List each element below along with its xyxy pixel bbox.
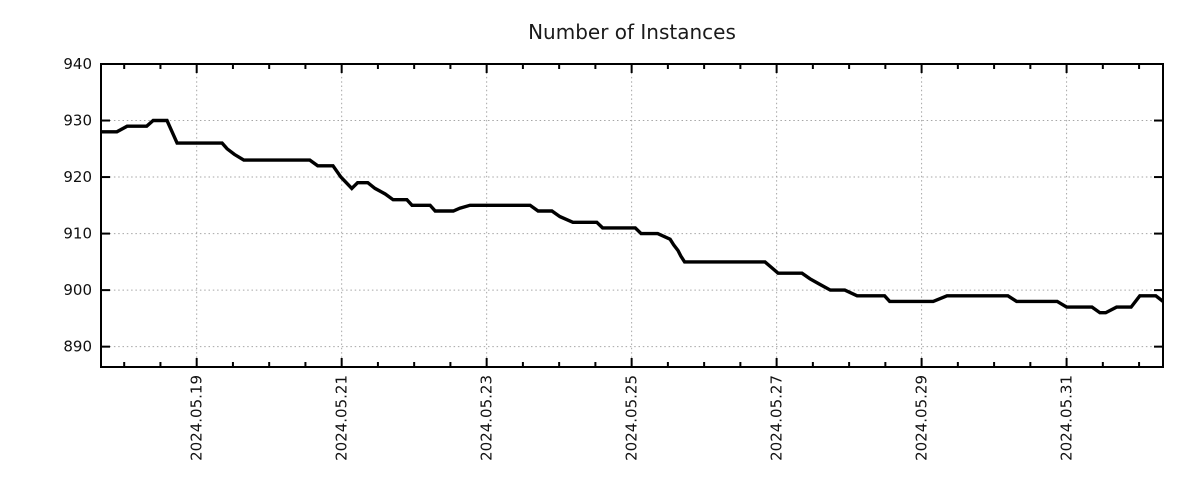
y-tick-label: 930 <box>63 112 92 130</box>
x-tick-label: 2024.05.29 <box>913 375 931 461</box>
y-tick-label: 920 <box>63 168 92 186</box>
x-tick-label: 2024.05.27 <box>768 375 786 461</box>
series-layer <box>101 118 1165 315</box>
x-tick-label: 2024.05.23 <box>478 375 496 461</box>
instances-line-series <box>101 118 1165 315</box>
x-tick-label: 2024.05.19 <box>188 375 206 461</box>
x-tick-label: 2024.05.25 <box>623 375 641 461</box>
y-tick-label: 900 <box>63 281 92 299</box>
x-tick-label: 2024.05.21 <box>333 375 351 461</box>
y-tick-label: 940 <box>63 55 92 73</box>
y-tick-label: 910 <box>63 225 92 243</box>
axis-layer: 890 900 910 920 930 940 2024.05.19 2024.05.21 20… <box>63 55 1164 461</box>
grid-layer <box>101 64 1163 367</box>
x-tick-label: 2024.05.31 <box>1058 375 1076 461</box>
chart-title: Number of Instances <box>528 20 736 44</box>
y-tick-label: 890 <box>63 338 92 356</box>
